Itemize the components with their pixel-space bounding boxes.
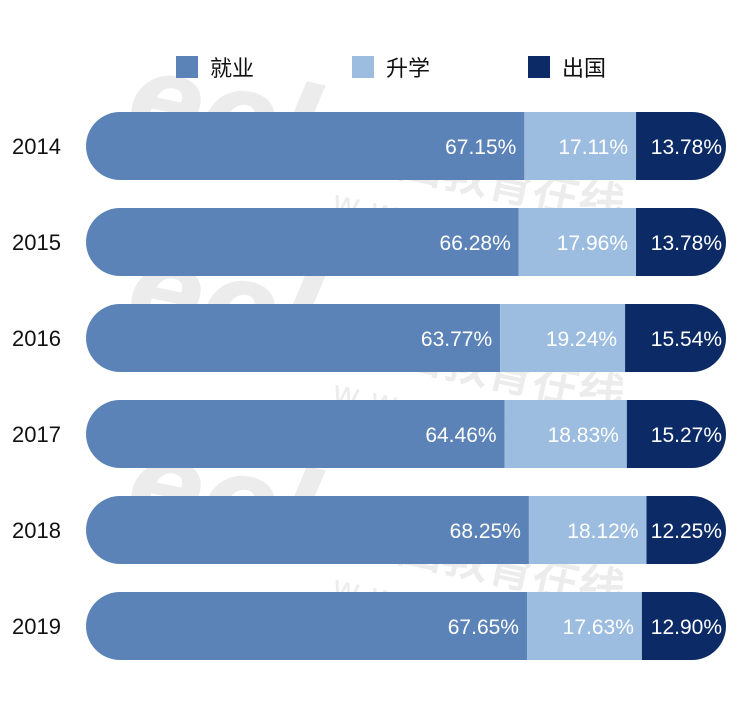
value-label-shengxue: 17.96% <box>557 232 628 255</box>
bar-segment-jiuye <box>86 304 501 372</box>
bar-segment-shengxue <box>518 208 637 276</box>
bar-segment-jiuye <box>86 112 525 180</box>
value-label-chuguo: 12.90% <box>651 616 722 639</box>
legend: 就业 升学 出国 <box>176 56 606 82</box>
bar-segments <box>86 208 726 276</box>
value-label-chuguo: 13.78% <box>651 136 722 159</box>
legend-label-shengxue: 升学 <box>386 57 430 82</box>
bar-segment-shengxue <box>528 496 647 564</box>
bar-segment-chuguo <box>646 496 726 564</box>
bar-row: 2018 68.25% 18.12% 12.25% <box>12 496 726 564</box>
legend-swatch-chuguo <box>528 56 550 78</box>
bar-row: 2016 63.77% 19.24% 15.54% <box>12 304 726 372</box>
bar-segments <box>86 112 726 180</box>
value-label-jiuye: 67.15% <box>445 136 516 159</box>
bar-segment-chuguo <box>636 112 726 180</box>
value-label-chuguo: 13.78% <box>651 232 722 255</box>
legend-swatch-jiuye <box>176 56 198 78</box>
bar-segments <box>86 496 726 564</box>
value-label-shengxue: 17.63% <box>563 616 634 639</box>
bar-segment-chuguo <box>625 304 726 372</box>
value-label-chuguo: 12.25% <box>651 520 722 543</box>
year-label: 2014 <box>12 134 61 159</box>
value-label-jiuye: 68.25% <box>450 520 521 543</box>
value-label-shengxue: 19.24% <box>546 328 617 351</box>
year-label: 2015 <box>12 230 61 255</box>
bar-segment-shengxue <box>504 400 627 468</box>
bar-segment-chuguo <box>626 400 726 468</box>
bar-segments <box>86 592 726 660</box>
value-label-jiuye: 63.77% <box>421 328 492 351</box>
bar-segment-jiuye <box>86 208 519 276</box>
year-label: 2017 <box>12 422 61 447</box>
bar-segment-shengxue <box>526 592 642 660</box>
legend-label-chuguo: 出国 <box>562 57 606 82</box>
bar-segment-jiuye <box>86 496 529 564</box>
bar-segment-jiuye <box>86 400 505 468</box>
bar-segment-chuguo <box>641 592 726 660</box>
value-label-jiuye: 67.65% <box>448 616 519 639</box>
value-label-chuguo: 15.54% <box>651 328 722 351</box>
bar-segment-chuguo <box>636 208 726 276</box>
value-label-chuguo: 15.27% <box>651 424 722 447</box>
bar-segment-shengxue <box>524 112 637 180</box>
value-label-jiuye: 66.28% <box>440 232 511 255</box>
year-label: 2019 <box>12 614 61 639</box>
value-label-jiuye: 64.46% <box>425 424 496 447</box>
year-label: 2018 <box>12 518 61 543</box>
bar-row: 2017 64.46% 18.83% 15.27% <box>12 400 726 468</box>
bar-segments <box>86 304 726 372</box>
value-label-shengxue: 17.11% <box>558 136 628 159</box>
legend-label-jiuye: 就业 <box>210 57 254 82</box>
bar-row: 2019 67.65% 17.63% 12.90% <box>12 592 726 660</box>
value-label-shengxue: 18.83% <box>548 424 619 447</box>
legend-swatch-shengxue <box>352 56 374 78</box>
bar-segments <box>86 400 726 468</box>
bars: 2014 67.15% 17.11% 13.78% 2015 66.28% 17.96% 13… <box>12 112 726 660</box>
bar-segment-shengxue <box>500 304 626 372</box>
value-label-shengxue: 18.12% <box>567 520 638 543</box>
year-label: 2016 <box>12 326 61 351</box>
bar-row: 2014 67.15% 17.11% 13.78% <box>12 112 726 180</box>
bar-row: 2015 66.28% 17.96% 13.78% <box>12 208 726 276</box>
bar-segment-jiuye <box>86 592 527 660</box>
